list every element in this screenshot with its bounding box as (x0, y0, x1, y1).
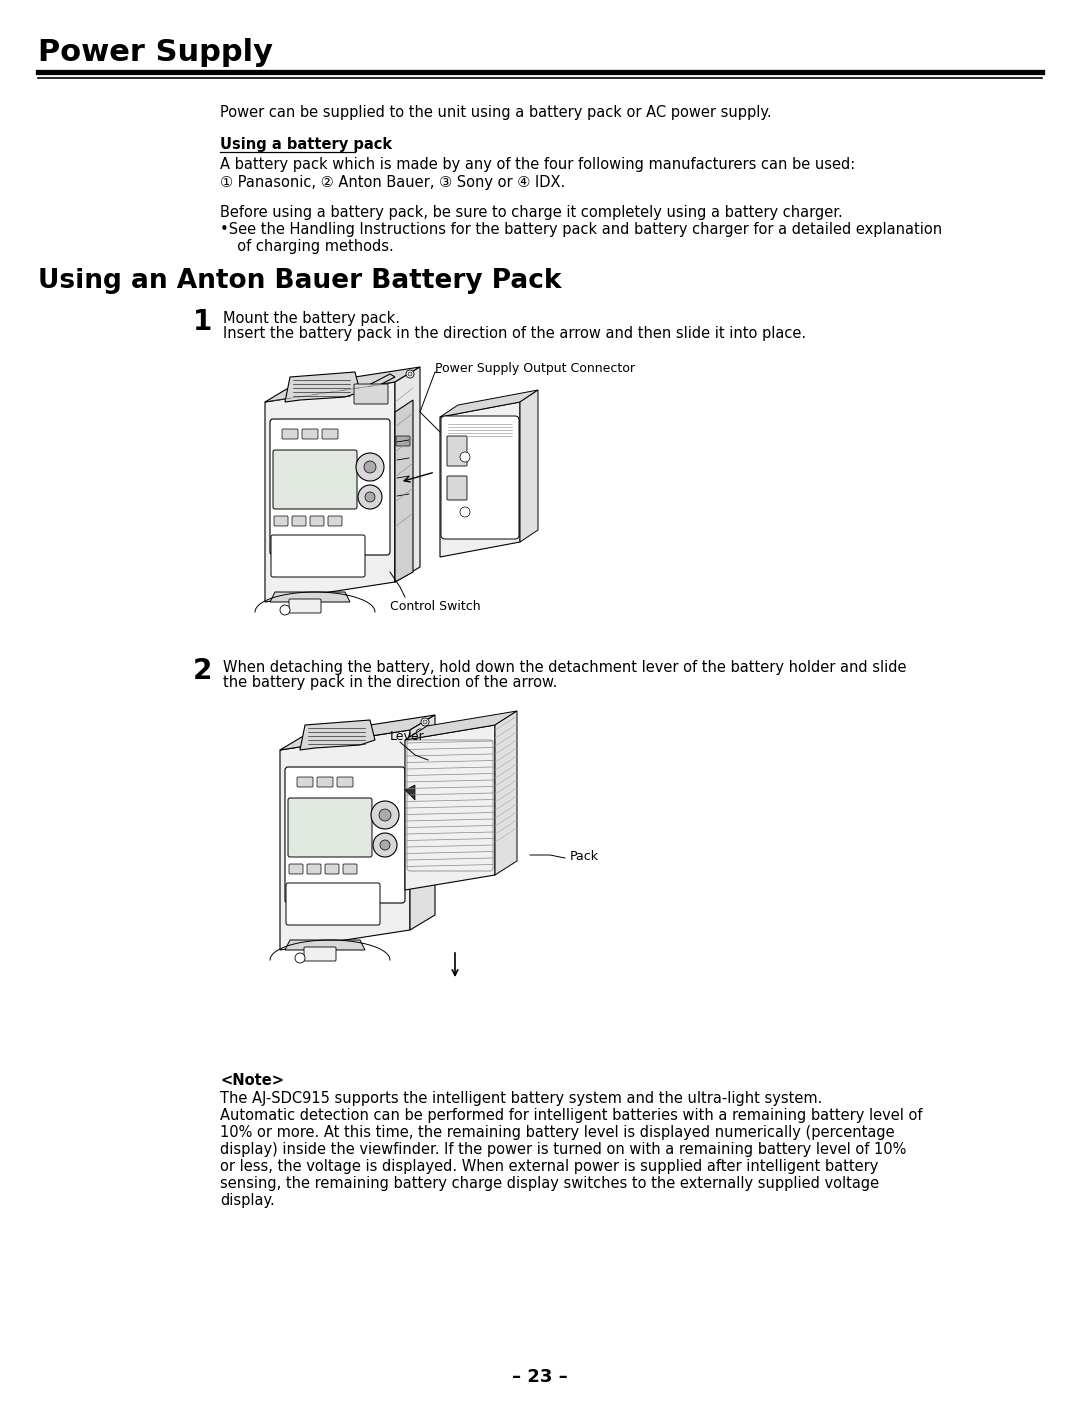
Text: sensing, the remaining battery charge display switches to the externally supplie: sensing, the remaining battery charge di… (220, 1175, 879, 1191)
FancyBboxPatch shape (270, 419, 390, 555)
Polygon shape (270, 593, 350, 602)
Polygon shape (405, 729, 438, 752)
Text: Automatic detection can be performed for intelligent batteries with a remaining : Automatic detection can be performed for… (220, 1108, 922, 1124)
FancyBboxPatch shape (310, 516, 324, 525)
Text: Pack: Pack (570, 850, 599, 863)
Text: •See the Handling Instructions for the battery pack and battery charger for a de: •See the Handling Instructions for the b… (220, 221, 942, 237)
FancyBboxPatch shape (289, 600, 321, 614)
FancyBboxPatch shape (343, 864, 357, 874)
Text: Power Supply Output Connector: Power Supply Output Connector (435, 361, 635, 375)
Text: ① Panasonic, ② Anton Bauer, ③ Sony or ④ IDX.: ① Panasonic, ② Anton Bauer, ③ Sony or ④ … (220, 175, 565, 191)
Circle shape (460, 453, 470, 462)
FancyBboxPatch shape (297, 778, 313, 787)
FancyBboxPatch shape (354, 384, 388, 403)
Circle shape (295, 953, 305, 962)
Polygon shape (519, 389, 538, 542)
Text: 10% or more. At this time, the remaining battery level is displayed numerically : 10% or more. At this time, the remaining… (220, 1125, 894, 1140)
FancyBboxPatch shape (271, 535, 365, 577)
FancyBboxPatch shape (328, 516, 342, 525)
FancyBboxPatch shape (441, 416, 519, 539)
Polygon shape (265, 367, 420, 402)
Text: 1: 1 (193, 308, 213, 336)
Text: the battery pack in the direction of the arrow.: the battery pack in the direction of the… (222, 675, 557, 691)
Text: A battery pack which is made by any of the four following manufacturers can be u: A battery pack which is made by any of t… (220, 157, 855, 172)
Circle shape (357, 485, 382, 509)
Text: – 23 –: – 23 – (512, 1367, 568, 1386)
Polygon shape (440, 389, 538, 417)
Polygon shape (280, 715, 435, 750)
FancyBboxPatch shape (447, 436, 467, 467)
Polygon shape (440, 402, 519, 558)
Text: Using a battery pack: Using a battery pack (220, 137, 392, 151)
FancyBboxPatch shape (303, 947, 336, 961)
Circle shape (379, 808, 391, 821)
FancyBboxPatch shape (396, 436, 410, 446)
FancyBboxPatch shape (289, 864, 303, 874)
Text: display.: display. (220, 1194, 274, 1208)
Text: The AJ-SDC915 supports the intelligent battery system and the ultra-light system: The AJ-SDC915 supports the intelligent b… (220, 1091, 822, 1105)
Polygon shape (395, 401, 413, 581)
Circle shape (380, 841, 390, 850)
FancyBboxPatch shape (337, 778, 353, 787)
FancyBboxPatch shape (302, 429, 318, 439)
Text: <Note>: <Note> (220, 1073, 284, 1089)
Polygon shape (410, 715, 435, 930)
FancyBboxPatch shape (282, 429, 298, 439)
Circle shape (408, 373, 411, 375)
Text: Power can be supplied to the unit using a battery pack or AC power supply.: Power can be supplied to the unit using … (220, 105, 771, 120)
Circle shape (280, 605, 291, 615)
Polygon shape (395, 367, 420, 581)
Polygon shape (405, 785, 415, 800)
FancyBboxPatch shape (288, 799, 372, 857)
Text: Using an Anton Bauer Battery Pack: Using an Anton Bauer Battery Pack (38, 268, 562, 294)
Circle shape (406, 370, 414, 378)
Text: Before using a battery pack, be sure to charge it completely using a battery cha: Before using a battery pack, be sure to … (220, 205, 842, 220)
Circle shape (423, 720, 427, 724)
Circle shape (421, 717, 429, 726)
Polygon shape (405, 710, 517, 740)
Polygon shape (365, 374, 395, 389)
Circle shape (364, 461, 376, 474)
Text: Power Supply: Power Supply (38, 38, 273, 67)
Polygon shape (280, 730, 410, 950)
FancyBboxPatch shape (307, 864, 321, 874)
Text: Mount the battery pack.: Mount the battery pack. (222, 311, 400, 326)
Text: Lever: Lever (390, 730, 424, 743)
FancyBboxPatch shape (292, 516, 306, 525)
Circle shape (416, 729, 424, 737)
FancyBboxPatch shape (273, 450, 357, 509)
Text: of charging methods.: of charging methods. (228, 240, 394, 254)
Circle shape (460, 507, 470, 517)
FancyBboxPatch shape (286, 883, 380, 925)
Text: Control Switch: Control Switch (390, 600, 481, 614)
FancyBboxPatch shape (447, 476, 467, 500)
FancyBboxPatch shape (274, 516, 288, 525)
Circle shape (372, 801, 399, 829)
FancyBboxPatch shape (285, 766, 405, 904)
Polygon shape (285, 373, 360, 402)
Text: When detaching the battery, hold down the detachment lever of the battery holder: When detaching the battery, hold down th… (222, 660, 906, 675)
Text: display) inside the viewfinder. If the power is turned on with a remaining batte: display) inside the viewfinder. If the p… (220, 1142, 906, 1157)
Polygon shape (495, 710, 517, 876)
Circle shape (365, 492, 375, 502)
Text: 2: 2 (193, 657, 213, 685)
Circle shape (373, 834, 397, 857)
Polygon shape (265, 382, 395, 602)
Polygon shape (285, 940, 365, 950)
FancyBboxPatch shape (318, 778, 333, 787)
Text: Insert the battery pack in the direction of the arrow and then slide it into pla: Insert the battery pack in the direction… (222, 326, 806, 340)
FancyBboxPatch shape (325, 864, 339, 874)
Polygon shape (300, 720, 375, 750)
Polygon shape (405, 724, 495, 890)
Text: or less, the voltage is displayed. When external power is supplied after intelli: or less, the voltage is displayed. When … (220, 1159, 878, 1174)
Circle shape (356, 453, 384, 481)
FancyBboxPatch shape (322, 429, 338, 439)
